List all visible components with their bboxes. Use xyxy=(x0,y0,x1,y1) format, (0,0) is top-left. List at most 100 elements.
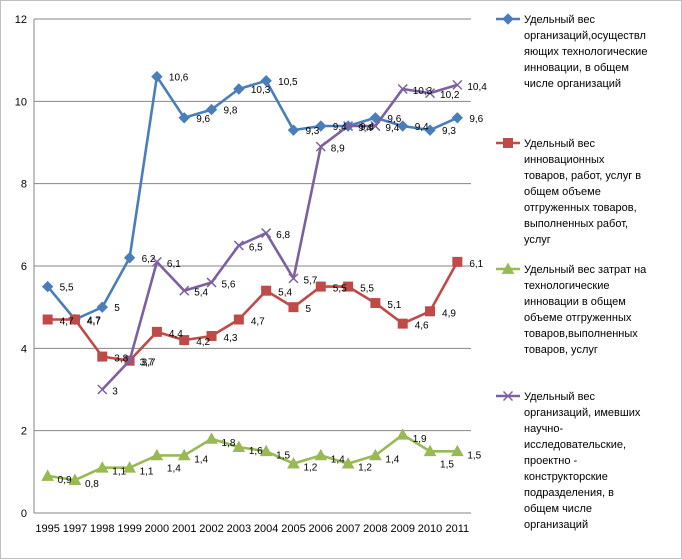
data-label: 3 xyxy=(112,387,118,398)
data-label: 0,9 xyxy=(58,475,72,486)
data-label: 8,9 xyxy=(331,144,345,155)
data-point-2-2011 xyxy=(452,256,463,267)
data-point-3-1999 xyxy=(123,461,136,473)
y-tick-label: 8 xyxy=(21,179,27,191)
legend-label-line: товаров, услуг xyxy=(524,344,598,356)
data-point-3-1997 xyxy=(68,473,82,485)
legend-swatch-marker xyxy=(501,262,515,274)
data-label: 9,8 xyxy=(224,106,238,117)
legend-label-line: технологические xyxy=(524,280,609,292)
data-point-4-2011 xyxy=(452,79,463,90)
axes: 0 2 4 6 8 10 12 1995 1997 1998 1999 2000 2001 2002 200… xyxy=(15,14,471,535)
data-point-3-2004 xyxy=(259,444,273,457)
legend-label-line: инновации, в общем xyxy=(524,62,629,74)
data-label: 1,5 xyxy=(467,450,481,461)
data-point-3-2009 xyxy=(396,428,410,440)
data-point-1-2000 xyxy=(151,70,163,83)
data-label: 9,4 xyxy=(360,122,374,133)
x-marker-stroke xyxy=(502,390,514,402)
x-tick-label: 1997 xyxy=(63,523,87,535)
legend-label-line: исследовательские, xyxy=(524,439,626,451)
legend-label: Удельный вес организаций, имевших научно-и… xyxy=(524,391,641,531)
data-label: 9,4 xyxy=(333,122,347,133)
data-point-3-1998 xyxy=(95,461,109,473)
legend-label-line: общем объеме xyxy=(524,186,601,198)
data-label: 1,9 xyxy=(413,434,427,445)
data-point-2-2008 xyxy=(370,298,381,309)
x-tick-label: 1995 xyxy=(35,523,59,535)
x-tick-label: 2006 xyxy=(309,523,333,535)
x-tick-label: 2005 xyxy=(281,523,305,535)
series-line-1 xyxy=(46,75,458,321)
x-tick-label: 2004 xyxy=(254,523,278,535)
data-point-2-2000 xyxy=(151,326,162,337)
x-marker-stroke xyxy=(233,240,244,251)
data-point-4-2002 xyxy=(206,277,217,288)
data-label: 5,5 xyxy=(360,284,374,295)
data-label: 4,9 xyxy=(442,308,456,319)
data-point-2-1998 xyxy=(97,351,108,362)
legend-entry-4: Удельный вес организаций, имевших научно-и… xyxy=(496,390,641,531)
x-marker-stroke xyxy=(206,277,217,288)
data-point-4-2006 xyxy=(315,141,326,152)
data-point-4-2000 xyxy=(151,256,162,267)
data-label: 10,4 xyxy=(467,82,487,93)
data-point-2-2003 xyxy=(233,314,244,325)
data-label: 5,7 xyxy=(303,275,317,286)
data-point-3-2011 xyxy=(450,444,464,457)
y-tick-label: 4 xyxy=(21,343,27,355)
data-point-1-2010 xyxy=(424,124,436,136)
data-label: 9,4 xyxy=(415,122,429,133)
data-label: 4,3 xyxy=(224,333,238,344)
x-tick-label: 2001 xyxy=(172,523,196,535)
legend-label-line: яющих технологические xyxy=(524,46,647,58)
data-point-1-2006 xyxy=(315,120,327,132)
data-point-2-2004 xyxy=(261,285,272,296)
y-tick-label: 6 xyxy=(21,261,27,273)
data-point-2-2009 xyxy=(397,318,408,329)
legend-entry-1: Удельный вес организаций,осуществл яющих т… xyxy=(496,13,647,90)
legend: Удельный вес организаций,осуществл яющих т… xyxy=(496,13,647,531)
legend-label-line: объеме отгруженных xyxy=(524,312,632,324)
x-marker-stroke xyxy=(124,355,135,366)
x-tick-label: 1998 xyxy=(90,523,114,535)
data-point-3-2002 xyxy=(205,432,218,444)
data-point-3-2010 xyxy=(423,444,437,457)
legend-label-line: Удельный вес xyxy=(524,138,595,150)
data-point-2-2006 xyxy=(315,281,326,292)
x-marker-stroke xyxy=(425,88,436,99)
data-label: 6,2 xyxy=(142,254,156,265)
x-marker-stroke xyxy=(288,273,299,284)
data-label: 5,6 xyxy=(222,279,236,290)
data-point-1-1999 xyxy=(123,252,136,264)
data-label: 10,2 xyxy=(440,90,460,101)
data-point-1-2003 xyxy=(233,83,245,95)
y-tick-label: 12 xyxy=(15,14,27,26)
data-label: 3,7 xyxy=(140,358,154,369)
data-label: 9,6 xyxy=(196,114,210,125)
x-tick-label: 2009 xyxy=(390,523,414,535)
data-point-4-2008 xyxy=(370,121,381,132)
legend-swatch-marker xyxy=(503,138,513,148)
legend-label: Удельный вес организаций,осуществл яющих т… xyxy=(524,14,647,90)
data-label: 5,4 xyxy=(194,288,208,299)
data-label: 5 xyxy=(305,304,311,315)
data-labels: 5,54,756,210,69,69,810,310,59,3 9,4 9,49,6… xyxy=(58,73,488,490)
legend-label-line: подразделения, в xyxy=(524,487,614,499)
data-point-1-1995 xyxy=(41,280,54,293)
data-label: 9,6 xyxy=(387,114,401,125)
series-line-3 xyxy=(47,433,458,482)
x-tick-label: 2011 xyxy=(446,523,470,535)
data-label: 6,8 xyxy=(276,230,290,241)
data-point-1-2008 xyxy=(369,112,382,124)
x-marker-stroke xyxy=(97,384,108,395)
data-label: 5,1 xyxy=(387,300,401,311)
data-label: 9,6 xyxy=(469,114,483,125)
data-label: 1,4 xyxy=(385,454,399,465)
data-label: 1,5 xyxy=(276,450,290,461)
series-1 xyxy=(41,70,464,326)
data-label: 9,3 xyxy=(442,126,456,137)
legend-swatch-marker xyxy=(502,390,514,402)
data-label: 1,1 xyxy=(140,467,154,478)
